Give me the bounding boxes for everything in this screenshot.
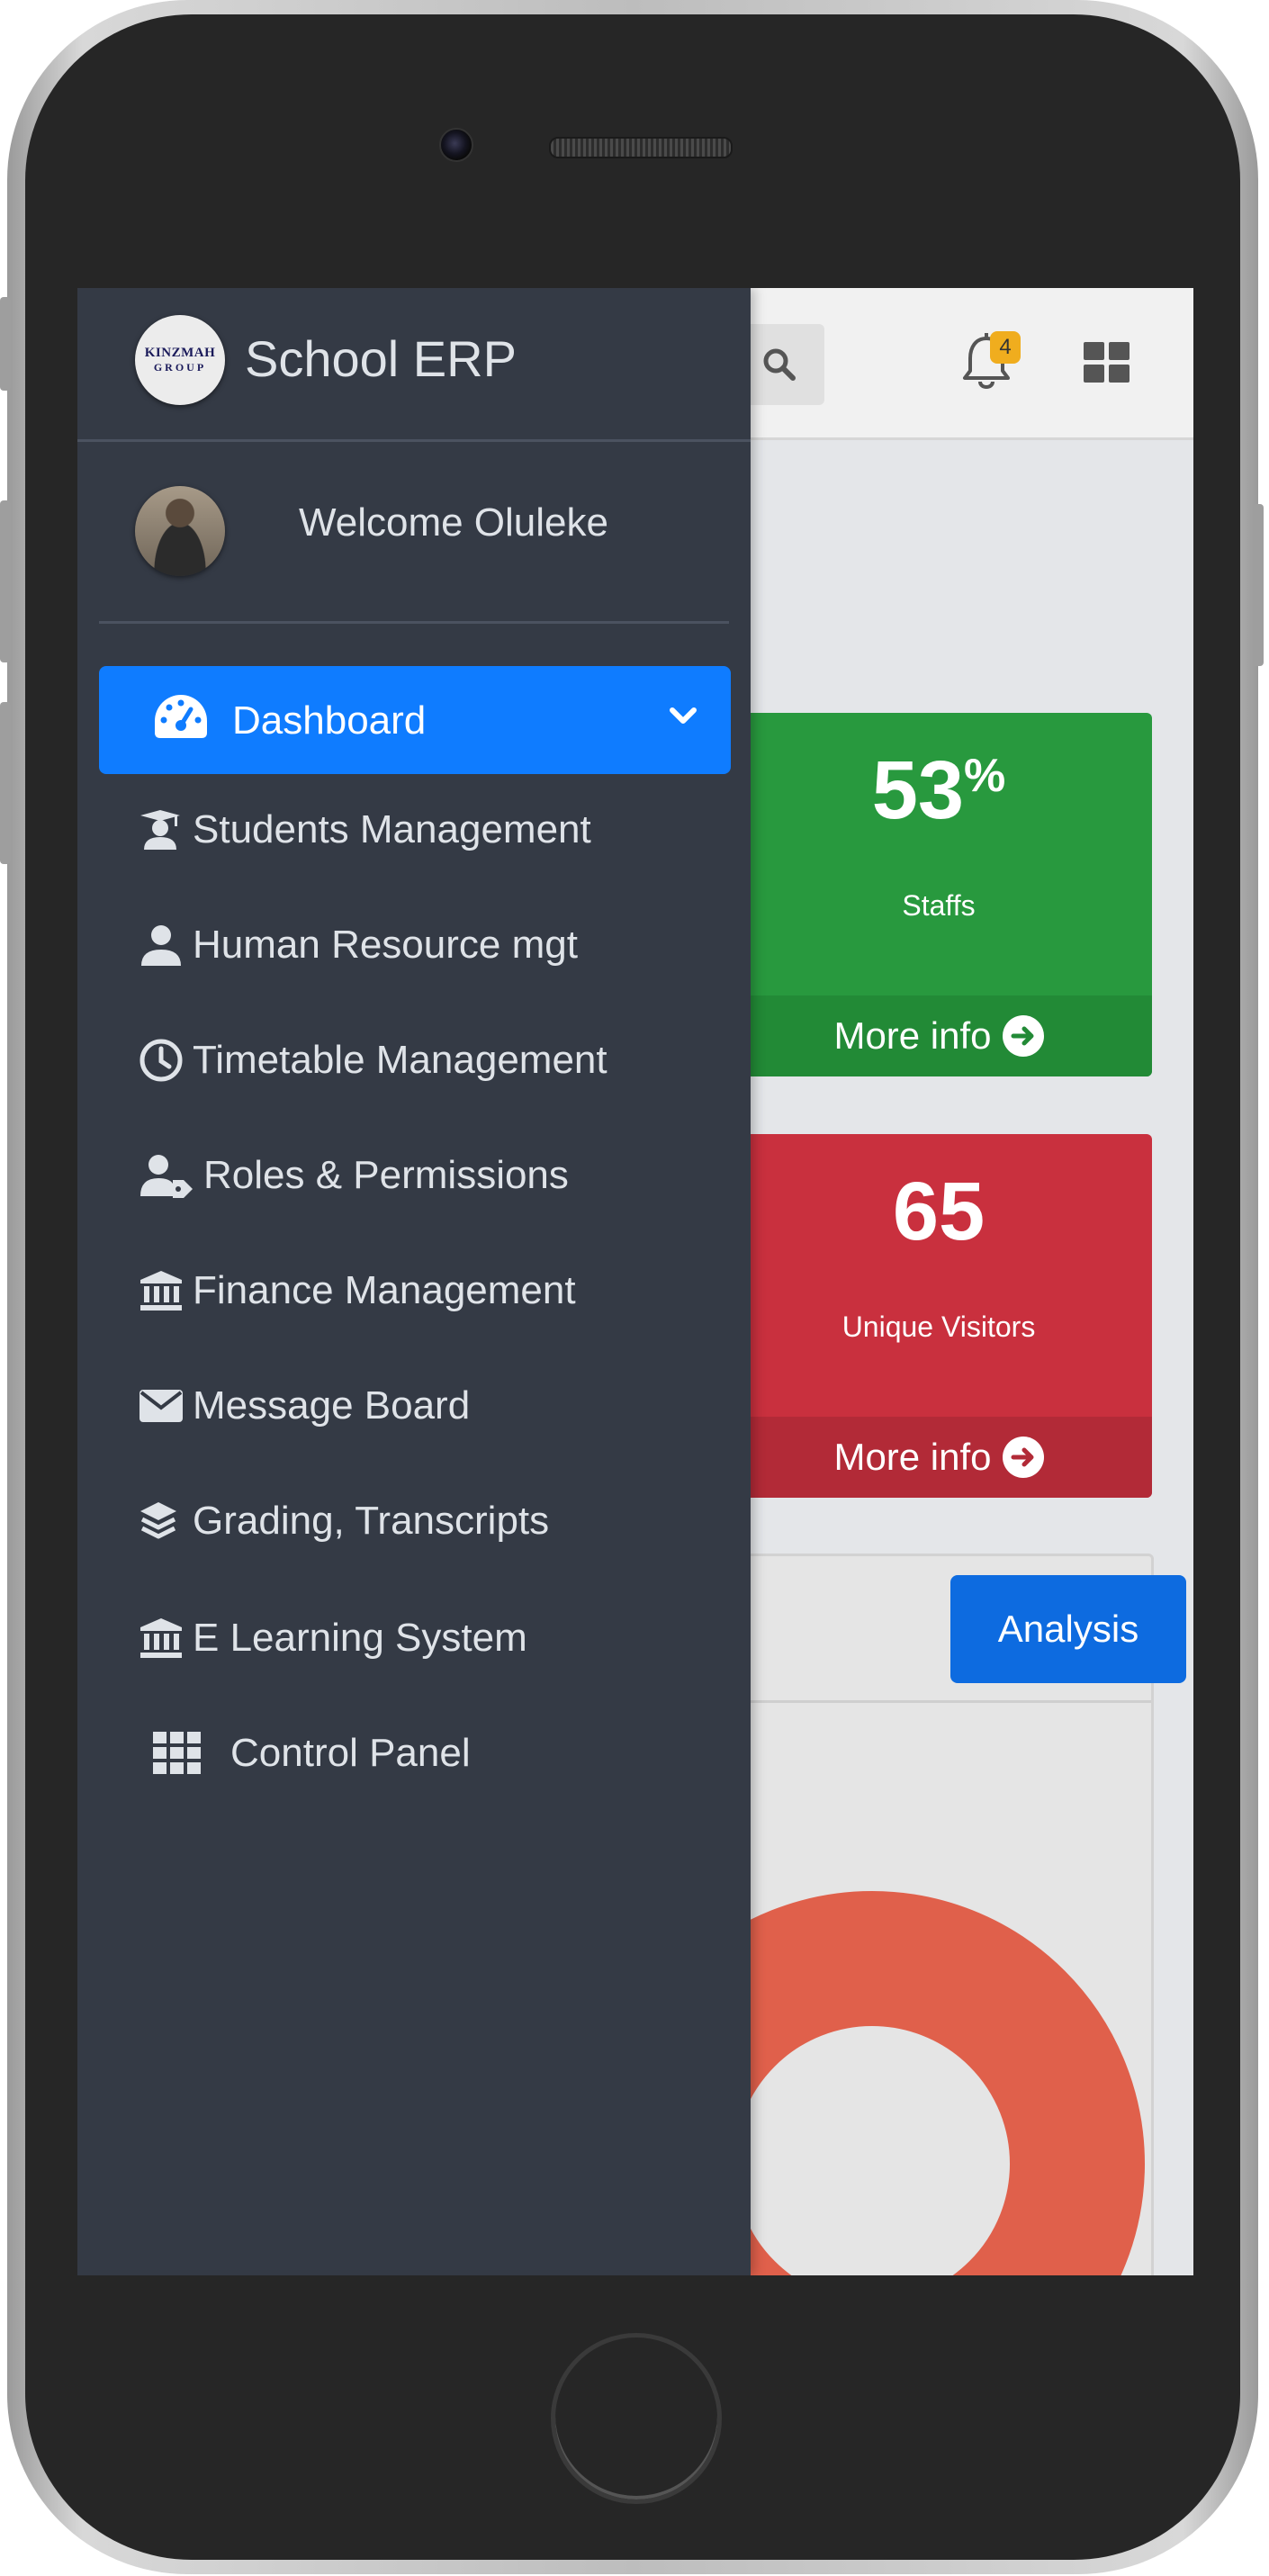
home-button[interactable]: [551, 2333, 722, 2504]
staffs-value: 53%: [871, 744, 1006, 836]
avatar: [135, 486, 225, 576]
welcome-text: Welcome Oluleke: [299, 500, 608, 545]
sidebar-item-label: Finance Management: [193, 1268, 576, 1312]
unique-visitors-card: 65 Unique Visitors More info: [725, 1134, 1152, 1498]
brand-logo: KINZMAH GROUP: [135, 315, 225, 405]
sidebar-item-label: Human Resource mgt: [193, 923, 578, 967]
brand-header[interactable]: KINZMAH GROUP School ERP: [77, 288, 751, 442]
search-icon: [763, 348, 796, 381]
sidebar-item-label: E Learning System: [193, 1616, 527, 1660]
user-icon: [139, 923, 193, 968]
front-camera: [439, 128, 473, 162]
sidebar-item-label: Roles & Permissions: [203, 1153, 569, 1197]
arrow-circle-right-icon: [1002, 1015, 1044, 1057]
chevron-down-icon: [670, 707, 697, 724]
sidebar-item-grading-transcripts[interactable]: Grading, Transcripts: [139, 1476, 733, 1566]
apps-grid-icon[interactable]: [1084, 342, 1130, 383]
notification-badge: 4: [990, 331, 1021, 364]
bank-icon: [139, 1617, 193, 1660]
volume-down-button: [0, 702, 11, 864]
earpiece-speaker: [549, 137, 733, 158]
unique-visitors-value: 65: [892, 1166, 986, 1257]
sidebar: KINZMAH GROUP School ERP Welcome Oluleke…: [77, 288, 751, 2275]
donut-chart: [728, 1891, 1145, 2275]
sidebar-item-label: Message Board: [193, 1383, 471, 1428]
staffs-more-info-link[interactable]: More info: [725, 995, 1152, 1076]
clock-icon: [139, 1038, 193, 1083]
sidebar-item-label: Dashboard: [232, 698, 427, 743]
panel-divider: [728, 1700, 1151, 1703]
sidebar-item-control-panel[interactable]: Control Panel: [139, 1708, 733, 1798]
sidebar-item-message-board[interactable]: Message Board: [139, 1361, 733, 1451]
screen: 4 53% Staffs More info 65 Unique Visitor…: [77, 288, 1193, 2275]
layers-icon: [139, 1500, 193, 1542]
analysis-panel: [725, 1554, 1154, 2275]
volume-up-button: [0, 500, 11, 662]
bank-icon: [139, 1269, 193, 1312]
sidebar-item-students-management[interactable]: Students Management: [139, 785, 733, 875]
unique-visitors-label: Unique Visitors: [842, 1311, 1036, 1343]
sidebar-item-human-resource[interactable]: Human Resource mgt: [139, 900, 733, 990]
arrow-circle-right-icon: [1002, 1437, 1044, 1478]
sidebar-item-label: Students Management: [193, 807, 591, 851]
sidebar-item-dashboard[interactable]: Dashboard: [99, 666, 731, 774]
analysis-button[interactable]: Analysis: [950, 1575, 1186, 1683]
graduation-cap-icon: [139, 808, 193, 851]
user-panel: [99, 441, 729, 624]
power-button: [1253, 504, 1264, 666]
sidebar-item-finance-management[interactable]: Finance Management: [139, 1246, 733, 1336]
sidebar-item-label: Control Panel: [230, 1731, 471, 1775]
app-title: School ERP: [245, 330, 517, 387]
sidebar-item-timetable-management[interactable]: Timetable Management: [139, 1015, 733, 1105]
staffs-card: 53% Staffs More info: [725, 713, 1152, 1076]
sidebar-item-label: Timetable Management: [193, 1038, 608, 1082]
sidebar-item-e-learning[interactable]: E Learning System: [139, 1593, 733, 1683]
envelope-icon: [139, 1388, 193, 1424]
staffs-label: Staffs: [902, 889, 976, 922]
user-tag-icon: [139, 1153, 203, 1198]
mute-switch: [0, 297, 11, 391]
dashboard-gauge-icon: [155, 695, 207, 738]
unique-visitors-more-info-link[interactable]: More info: [725, 1417, 1152, 1498]
grid-icon: [139, 1732, 230, 1775]
sidebar-item-roles-permissions[interactable]: Roles & Permissions: [139, 1130, 733, 1220]
sidebar-item-label: Grading, Transcripts: [193, 1499, 550, 1543]
